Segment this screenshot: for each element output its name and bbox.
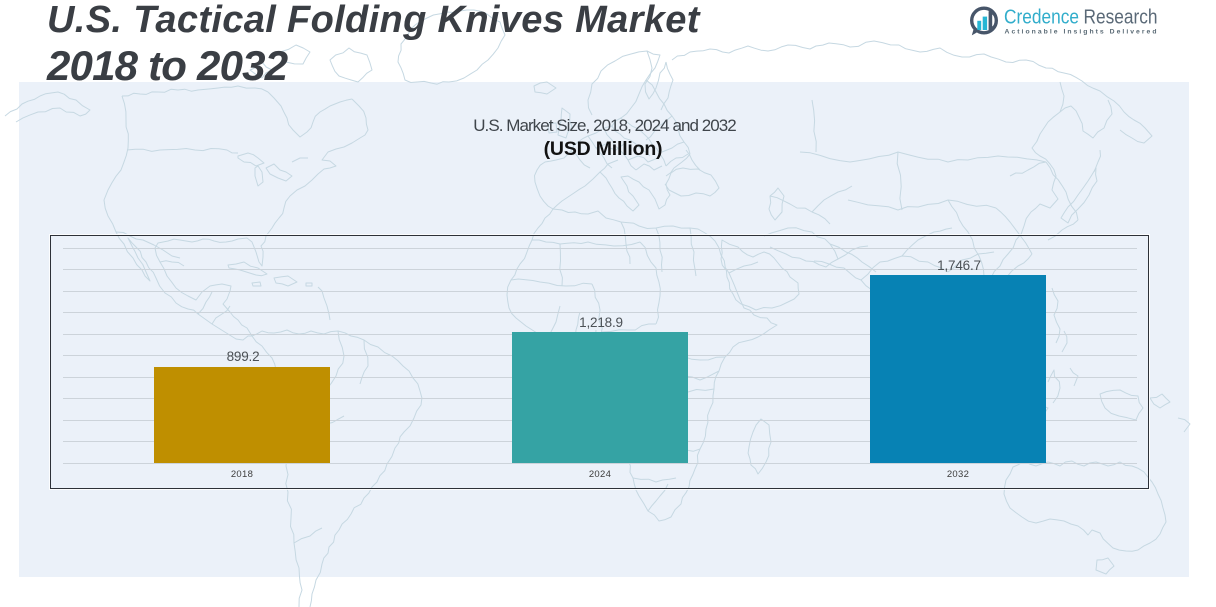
svg-text:Credence: Credence [1004, 6, 1079, 29]
svg-text:Actionable Insights Delivered: Actionable Insights Delivered [1005, 29, 1157, 36]
svg-text:Research: Research [1084, 6, 1158, 29]
